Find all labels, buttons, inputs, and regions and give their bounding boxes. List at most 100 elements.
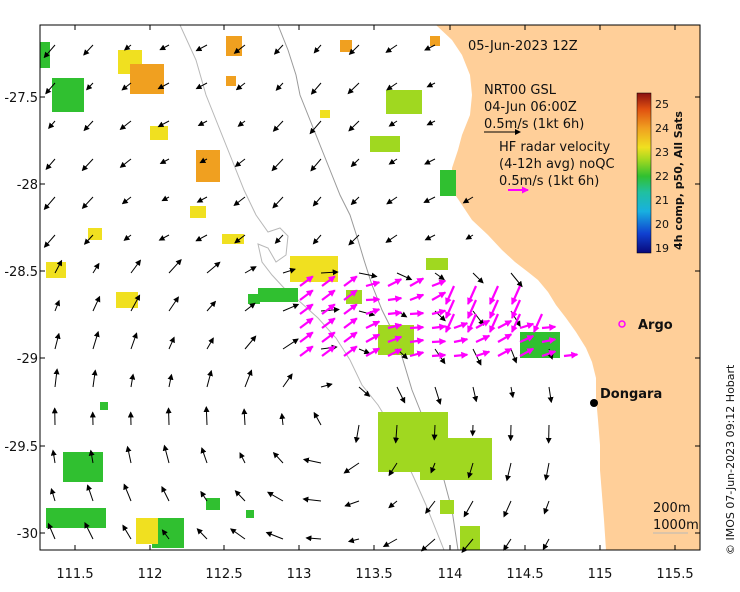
gsl-current-arrow (119, 158, 132, 168)
hf-radar-arrow (541, 350, 557, 358)
gsl-current-arrow (237, 120, 246, 127)
hf-radar-arrow (365, 307, 381, 316)
gsl-current-arrow (472, 386, 479, 403)
gsl-current-arrow (92, 295, 101, 312)
gsl-current-arrow (271, 158, 284, 172)
hf-radar-arrow (431, 323, 447, 331)
gsl-current-arrow (196, 528, 208, 540)
gsl-current-arrow (503, 500, 512, 518)
gsl-current-arrow (543, 500, 550, 515)
gsl-current-arrow (347, 537, 360, 544)
gsl-current-arrow (91, 369, 98, 388)
gsl-current-arrow (157, 120, 170, 128)
hf-radar-arrow (510, 299, 522, 319)
gsl-current-arrow (92, 262, 100, 274)
gsl-current-arrow (50, 449, 57, 464)
gsl-current-arrow (388, 500, 398, 509)
gsl-current-arrow (233, 44, 246, 54)
gsl-current-arrow (312, 196, 322, 207)
lon-tick-label: 114 (438, 567, 463, 582)
hf-radar-arrow (365, 280, 381, 288)
gsl-scale-label: 0.5m/s (1kt 6h) (484, 117, 584, 132)
gsl-current-arrow (426, 119, 436, 126)
lon-tick-label: 113 (287, 567, 312, 582)
gsl-current-arrow (424, 44, 436, 51)
gsl-current-arrow (426, 81, 436, 88)
gsl-current-arrow (129, 373, 136, 388)
contour-200-label: 200m (653, 501, 690, 516)
hf-radar-arrow (444, 285, 456, 305)
gsl-current-arrow (309, 120, 322, 135)
hf-radar-arrow (519, 322, 535, 330)
gsl-current-arrow (305, 535, 322, 542)
gsl-current-arrow (385, 234, 398, 243)
gsl-current-arrow (462, 196, 474, 204)
gsl-current-arrow (472, 272, 484, 284)
hf-radar-arrows (299, 275, 579, 359)
gsl-current-arrow (396, 272, 413, 281)
hf-radar-arrow (409, 350, 425, 358)
gsl-current-arrow (393, 424, 400, 444)
hf-radar-arrow (387, 348, 403, 357)
gsl-current-arrow (92, 330, 100, 350)
gsl-current-arrow (200, 490, 208, 502)
gsl-current-arrow (47, 522, 56, 540)
lon-tick-label: 112 (138, 567, 163, 582)
hf-radar-arrow (453, 351, 469, 359)
gsl-current-arrow (54, 332, 61, 350)
gsl-current-arrow (382, 538, 398, 547)
hf-radar-arrow (431, 291, 447, 301)
lon-tick-label: 115 (588, 567, 613, 582)
gsl-current-arrow (239, 452, 246, 464)
hf-radar-arrow (343, 289, 358, 301)
gsl-current-arrow (272, 451, 284, 464)
argo-label: Argo (638, 318, 673, 333)
gsl-current-arrow (122, 524, 132, 540)
gsl-current-arrow (234, 490, 246, 502)
hf-radar-arrow (453, 337, 469, 344)
hf-radar-arrow (466, 285, 478, 305)
gsl-current-arrow (84, 522, 94, 540)
hf-radar-arrow (343, 303, 358, 315)
plot-frame (39, 24, 701, 551)
gsl-current-arrow (195, 82, 208, 90)
gsl-current-arrow (199, 157, 208, 164)
gsl-current-arrow (197, 120, 208, 126)
gsl-current-arrow (200, 447, 208, 464)
gsl-current-arrow (45, 158, 56, 170)
gsl-current-arrow (358, 272, 378, 279)
gsl-current-arrow (49, 487, 56, 502)
gsl-current-arrow (425, 500, 436, 514)
gsl-current-arrow (348, 234, 360, 246)
hf-radar-arrow (488, 285, 500, 305)
gsl-current-arrow (234, 158, 246, 168)
gsl-current-arrow (244, 369, 253, 388)
gsl-current-arrow (358, 348, 371, 355)
gsl-current-arrow (244, 266, 257, 274)
gsl-current-arrow (83, 44, 94, 56)
gsl-current-arrow (386, 196, 398, 205)
hf-radar-arrow (510, 285, 522, 305)
hf-radar-arrow (488, 299, 500, 319)
lon-tick-label: 113.5 (355, 567, 392, 582)
hf-radar-arrow (532, 313, 544, 333)
hf-radar-arrow (475, 350, 491, 358)
lat-tick-label: -28 (17, 178, 38, 193)
gsl-current-arrow (48, 120, 56, 130)
gsl-current-arrow (123, 44, 132, 51)
gsl-current-arrow (244, 335, 257, 350)
gsl-current-arrow (241, 408, 248, 426)
hf-radar-arrow (343, 317, 358, 329)
gsl-current-arrow (350, 196, 360, 206)
hf-radar-arrow (409, 310, 425, 317)
gsl-current-arrow (423, 196, 436, 203)
gsl-current-arrow (312, 234, 322, 245)
gsl-current-arrow (320, 382, 333, 389)
gsl-current-arrow (347, 82, 360, 95)
gsl-current-arrow (123, 234, 132, 241)
lon-tick-label: 111.5 (56, 567, 93, 582)
gsl-current-arrow (274, 234, 284, 244)
hf-radar-arrow (343, 345, 358, 357)
gsl-current-arrow (45, 82, 56, 95)
